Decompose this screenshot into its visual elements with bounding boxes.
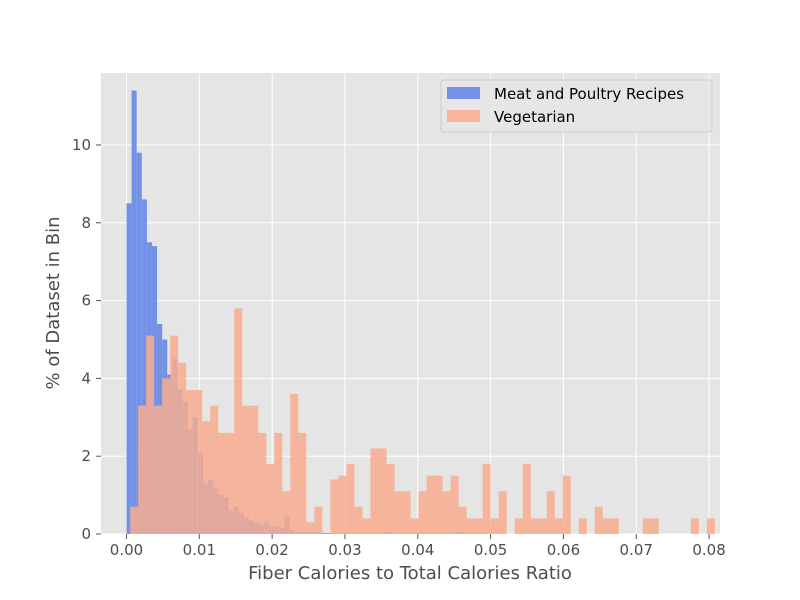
histogram-bar xyxy=(266,463,275,534)
histogram-bar xyxy=(530,518,539,534)
histogram-bar xyxy=(386,463,395,534)
legend-label-vegetarian: Vegetarian xyxy=(494,108,575,126)
histogram-bar xyxy=(538,518,547,534)
histogram-bar xyxy=(466,518,475,534)
histogram-bar xyxy=(178,362,187,534)
histogram-bar xyxy=(434,475,443,534)
x-tick-label: 0.04 xyxy=(401,541,434,559)
histogram-bar xyxy=(338,475,347,534)
legend-swatch-vegetarian xyxy=(447,110,480,122)
histogram-bar xyxy=(250,405,259,534)
histogram-bar xyxy=(330,479,339,534)
histogram-bar xyxy=(298,432,307,534)
x-tick-label: 0.03 xyxy=(328,541,361,559)
histogram-bar xyxy=(306,522,315,534)
x-tick-label: 0.05 xyxy=(474,541,507,559)
histogram-bar xyxy=(642,518,651,534)
x-tick-label: 0.00 xyxy=(110,541,143,559)
histogram-bar xyxy=(130,506,139,534)
histogram-bar xyxy=(126,203,132,534)
histogram-bar xyxy=(706,518,715,534)
histogram-bar xyxy=(594,506,603,534)
histogram-bar xyxy=(458,506,467,534)
histogram-bar xyxy=(314,506,323,534)
histogram-bar xyxy=(218,432,227,534)
histogram-bar xyxy=(258,432,267,534)
histogram-bar xyxy=(242,405,251,534)
histogram-bar xyxy=(402,491,411,534)
x-tick-label: 0.07 xyxy=(620,541,653,559)
series-1-bars xyxy=(130,308,715,534)
histogram-bar xyxy=(274,432,283,534)
histogram-bar xyxy=(690,518,699,534)
histogram-bar xyxy=(418,491,427,534)
histogram-bar xyxy=(522,463,531,534)
histogram-bar xyxy=(194,390,203,534)
histogram-bar xyxy=(370,448,379,534)
histogram-bar xyxy=(562,475,571,534)
legend-swatch-meat xyxy=(447,87,480,99)
y-tick-label: 4 xyxy=(81,369,91,387)
histogram-bar xyxy=(474,518,483,534)
histogram-bar xyxy=(602,518,611,534)
histogram-bar xyxy=(426,475,435,534)
y-tick-label: 6 xyxy=(81,292,91,310)
legend-label-meat: Meat and Poultry Recipes xyxy=(494,85,684,103)
histogram-bars xyxy=(126,90,715,535)
histogram-bar xyxy=(290,393,299,534)
x-tick-label: 0.02 xyxy=(255,541,288,559)
histogram-bar xyxy=(482,463,491,534)
x-tick-label: 0.08 xyxy=(692,541,725,559)
histogram-bar xyxy=(514,518,523,534)
histogram-bar xyxy=(498,491,507,534)
histogram-bar xyxy=(320,533,326,534)
histogram-bar xyxy=(202,421,211,534)
x-tick-label: 0.06 xyxy=(547,541,580,559)
histogram-bar xyxy=(490,518,499,534)
histogram-bar xyxy=(170,335,179,534)
histogram-bar xyxy=(554,518,563,534)
histogram-bar xyxy=(141,199,147,534)
y-tick-label: 2 xyxy=(81,447,91,465)
histogram-bar xyxy=(325,533,331,534)
histogram-bar xyxy=(151,246,158,534)
histogram-bar xyxy=(226,432,235,534)
histogram-bar xyxy=(394,491,403,534)
histogram-bar xyxy=(610,518,619,534)
histogram-bar xyxy=(282,491,291,534)
histogram-bar xyxy=(578,518,587,534)
histogram-bar xyxy=(146,335,155,534)
histogram-bar xyxy=(410,518,419,534)
y-tick-label: 0 xyxy=(81,525,91,543)
histogram-bar xyxy=(354,506,363,534)
histogram-bar xyxy=(162,378,171,534)
histogram-bar xyxy=(131,90,137,534)
histogram-bar xyxy=(136,152,142,535)
histogram-bar xyxy=(546,491,555,534)
histogram-bar xyxy=(378,448,387,534)
histogram-bar xyxy=(650,518,659,534)
histogram-bar xyxy=(362,518,371,534)
legend: Meat and Poultry Recipes Vegetarian xyxy=(440,79,713,133)
histogram-bar xyxy=(442,491,451,534)
histogram-bar xyxy=(186,390,195,534)
histogram-bar xyxy=(210,405,219,534)
x-axis-label: Fiber Calories to Total Calories Ratio xyxy=(248,563,572,584)
histogram-bar xyxy=(154,405,163,534)
histogram-bar xyxy=(138,405,147,534)
y-tick-label: 8 xyxy=(81,214,91,232)
x-tick-label: 0.01 xyxy=(183,541,216,559)
histogram-bar xyxy=(346,463,355,534)
y-axis-label: % of Dataset in Bin xyxy=(43,217,64,390)
histogram-bar xyxy=(450,475,459,534)
y-tick-label: 10 xyxy=(72,136,91,154)
histogram-bar xyxy=(234,308,243,534)
axis-ticks: 0.00 0.01 0.02 0.03 0.04 0.05 0.06 0.07 0.08 0 2 4 6… xyxy=(72,136,726,559)
legend-box xyxy=(440,79,713,133)
